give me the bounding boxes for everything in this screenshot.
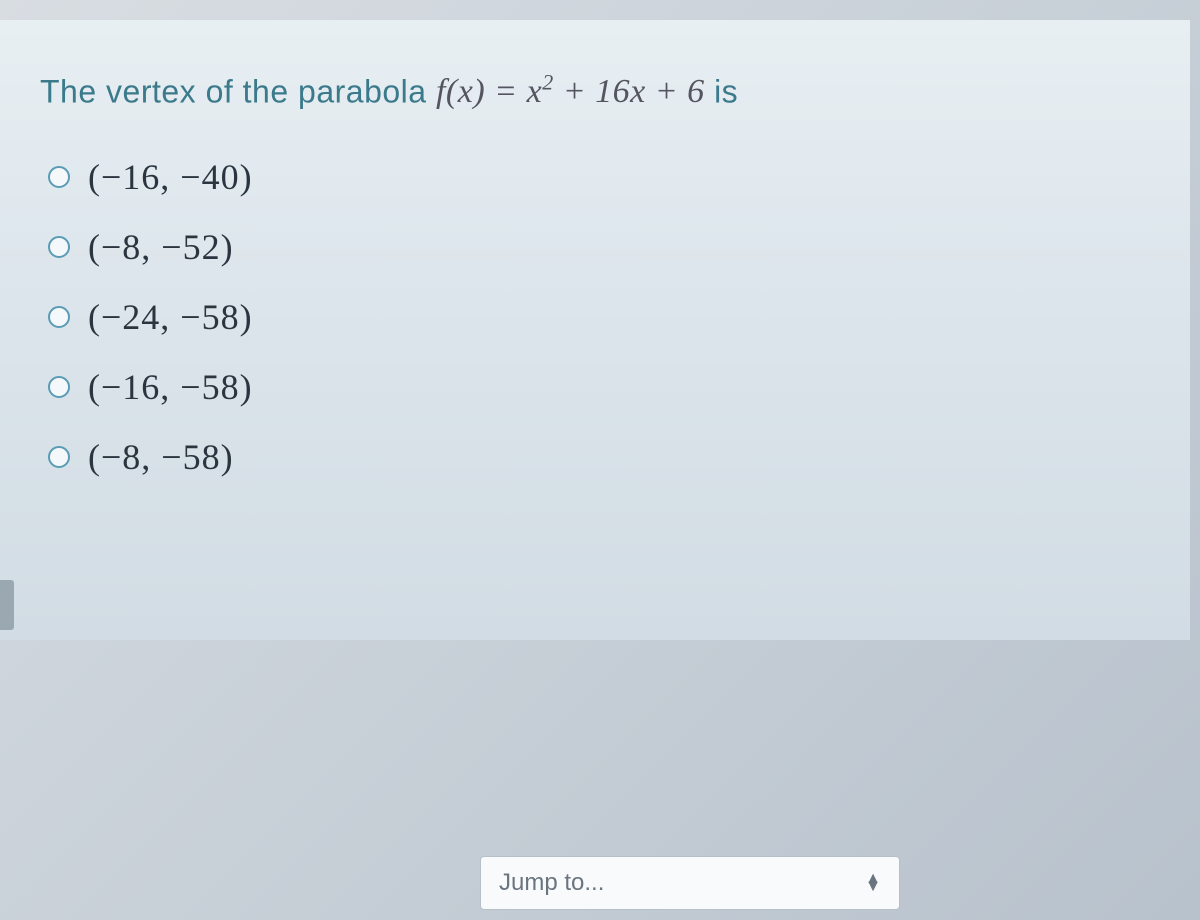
math-exponent: 2 [542, 70, 554, 95]
option-row[interactable]: (−8, −52) [48, 226, 1160, 268]
option-row[interactable]: (−24, −58) [48, 296, 1160, 338]
prompt-prefix: The vertex of the parabola [40, 73, 436, 109]
question-panel: The vertex of the parabola f(x) = x2 + 1… [0, 20, 1190, 640]
option-row[interactable]: (−16, −58) [48, 366, 1160, 408]
options-group: (−16, −40) (−8, −52) (−24, −58) (−16, −5… [40, 156, 1160, 478]
radio-button[interactable] [48, 236, 70, 258]
option-label: (−24, −58) [88, 296, 253, 338]
select-arrows-icon: ▲▼ [865, 875, 881, 891]
option-row[interactable]: (−16, −40) [48, 156, 1160, 198]
option-label: (−16, −40) [88, 156, 253, 198]
math-expression: f(x) = x2 + 16x + 6 [436, 73, 705, 110]
math-lhs: f(x) [436, 73, 485, 110]
question-prompt: The vertex of the parabola f(x) = x2 + 1… [40, 70, 1160, 111]
side-tab[interactable] [0, 580, 14, 630]
radio-button[interactable] [48, 166, 70, 188]
jump-to-select[interactable]: Jump to... ▲▼ [480, 856, 900, 910]
radio-button[interactable] [48, 376, 70, 398]
option-label: (−8, −52) [88, 226, 234, 268]
math-equals: = [485, 73, 526, 110]
prompt-suffix: is [705, 73, 739, 109]
math-base: x [527, 73, 543, 110]
option-label: (−8, −58) [88, 436, 234, 478]
math-rest: + 16x + 6 [554, 73, 705, 110]
radio-button[interactable] [48, 446, 70, 468]
jump-to-label: Jump to... [499, 869, 604, 897]
bottom-bar: Jump to... ▲▼ [0, 856, 1200, 910]
option-row[interactable]: (−8, −58) [48, 436, 1160, 478]
option-label: (−16, −58) [88, 366, 253, 408]
radio-button[interactable] [48, 306, 70, 328]
